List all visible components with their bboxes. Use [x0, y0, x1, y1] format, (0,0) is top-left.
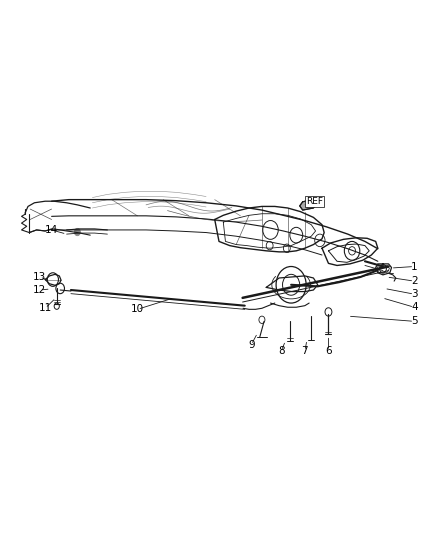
Text: 7: 7: [301, 346, 308, 356]
Text: 14: 14: [45, 225, 58, 235]
Circle shape: [74, 228, 80, 236]
Text: 2: 2: [411, 276, 417, 286]
Text: 3: 3: [411, 289, 417, 299]
Text: 1: 1: [411, 262, 417, 271]
Text: 8: 8: [278, 346, 285, 356]
Text: 13: 13: [33, 272, 46, 282]
Polygon shape: [300, 200, 317, 210]
Text: 11: 11: [39, 303, 52, 313]
Text: 9: 9: [248, 340, 254, 350]
Text: 10: 10: [131, 304, 144, 314]
Text: 4: 4: [411, 302, 417, 312]
Text: 5: 5: [411, 317, 417, 326]
Text: REF: REF: [306, 197, 323, 206]
Text: 12: 12: [33, 285, 46, 295]
Text: 6: 6: [325, 346, 332, 356]
